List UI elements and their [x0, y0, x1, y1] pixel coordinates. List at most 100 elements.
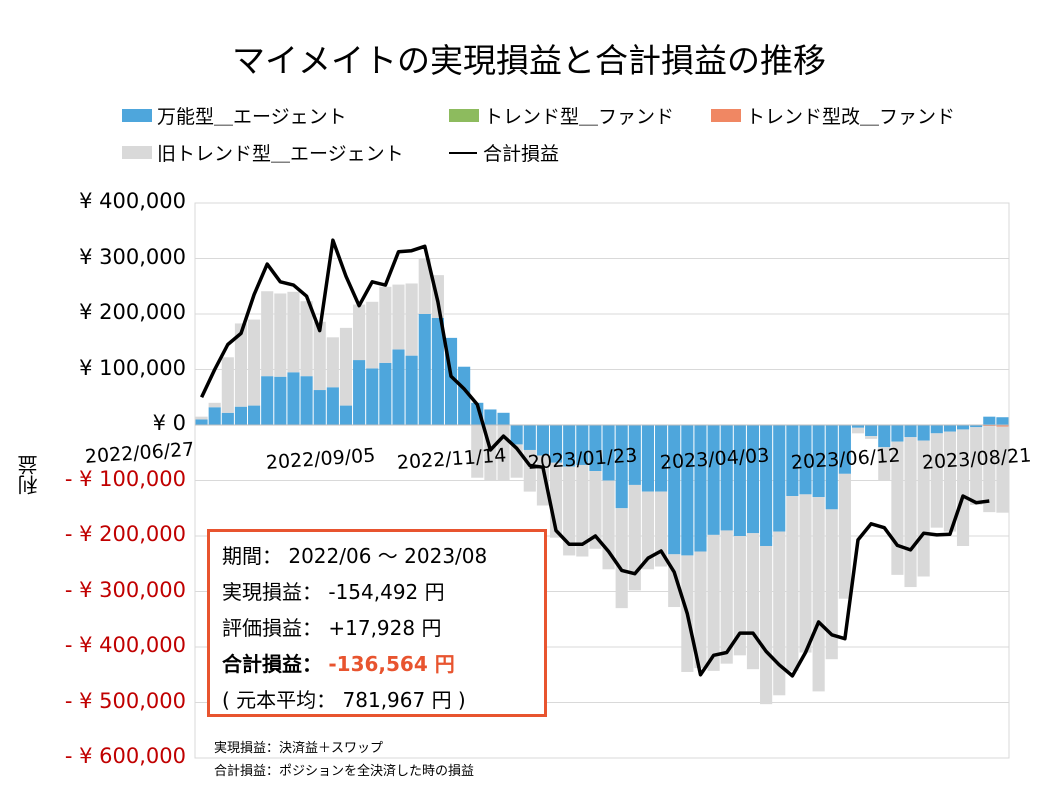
- bar-0-30: [589, 425, 602, 472]
- bar-0-32: [615, 425, 628, 509]
- bar-3-35: [655, 491, 668, 567]
- bar-0-22: [484, 409, 497, 425]
- bar-3-38: [694, 551, 707, 669]
- bar-0-27: [549, 425, 563, 463]
- legend-label: 万能型＿エージェント: [157, 106, 347, 128]
- bar-0-51: [865, 425, 878, 437]
- bar-0-42: [746, 425, 760, 534]
- bar-0-58: [956, 425, 970, 430]
- bar-0-0: [195, 419, 208, 425]
- legend-item-universal-agent: 万能型＿エージェント: [122, 102, 347, 129]
- bar-0-4: [248, 405, 261, 425]
- bar-0-1: [208, 407, 221, 425]
- bar-3-7: [287, 291, 300, 373]
- bar-0-25: [523, 425, 536, 450]
- bar-3-61: [996, 426, 1009, 513]
- realized-pl-text: 実現損益： -154,492 円: [222, 580, 445, 604]
- bar-0-23: [497, 412, 510, 425]
- bar-3-56: [930, 433, 943, 528]
- bar-0-34: [641, 425, 655, 492]
- bar-0-48: [825, 425, 838, 510]
- legend-item-old-trend-agent: 旧トレンド型＿エージェント: [122, 139, 404, 166]
- bar-3-1: [208, 402, 221, 408]
- bar-3-16: [405, 283, 418, 356]
- bar-3-9: [313, 321, 326, 391]
- bar-0-8: [300, 376, 313, 425]
- bar-0-44: [773, 425, 786, 532]
- bar-0-12: [353, 360, 366, 425]
- bar-0-17: [418, 314, 431, 425]
- bar-0-20: [458, 366, 471, 425]
- y-tick-label: ¥ 200,000: [79, 300, 186, 324]
- bar-0-2: [221, 412, 234, 425]
- bar-0-14: [379, 362, 392, 425]
- bar-0-55: [917, 425, 930, 441]
- bar-3-0: [195, 416, 208, 420]
- y-tick-label: - ¥ 400,000: [64, 633, 186, 657]
- bar-3-21: [471, 425, 484, 478]
- legend-item-trend-fund: トレンド型＿ファンド: [449, 102, 674, 129]
- bar-3-51: [865, 436, 878, 439]
- bar-0-13: [366, 368, 379, 425]
- period-text: 期間： 2022/06 〜 2023/08: [222, 544, 488, 568]
- note-total: 合計損益：ポジションを全決済した時の損益: [214, 764, 475, 779]
- bar-3-52: [878, 447, 891, 481]
- bar-0-11: [339, 405, 353, 425]
- y-tick-label: ¥ 0: [152, 411, 186, 435]
- bar-3-49: [838, 473, 851, 599]
- y-tick-label: ¥ 100,000: [79, 355, 186, 380]
- bar-3-8: [300, 301, 313, 377]
- bar-0-40: [720, 425, 733, 531]
- y-tick-label: - ¥ 500,000: [64, 688, 186, 713]
- bar-3-14: [379, 286, 392, 363]
- bar-3-28: [563, 466, 576, 556]
- bar-0-31: [602, 425, 615, 481]
- bar-0-54: [904, 425, 917, 438]
- bar-0-6: [274, 376, 287, 425]
- legend-label: トレンド型改＿ファンド: [746, 106, 956, 128]
- bar-3-6: [274, 293, 287, 377]
- legend-label: 合計損益: [483, 143, 560, 165]
- bar-0-16: [405, 355, 418, 425]
- bar-0-43: [760, 425, 773, 546]
- bar-0-24: [510, 425, 523, 445]
- bar-0-38: [694, 425, 707, 552]
- bar-0-52: [878, 425, 891, 448]
- bar-0-59: [970, 425, 983, 428]
- y-tick-label: ¥ 300,000: [79, 244, 186, 269]
- bar-0-36: [668, 425, 681, 555]
- note-realized: 実現損益：決済益＋スワップ: [214, 741, 384, 756]
- chart-title: マイメイトの実現損益と合計損益の推移: [232, 41, 826, 80]
- legend-swatch: [711, 109, 741, 122]
- bar-0-9: [313, 390, 326, 425]
- bar-0-45: [786, 425, 799, 497]
- bar-0-56: [930, 425, 943, 434]
- bar-3-4: [248, 319, 261, 406]
- legend-label: トレンド型＿ファンド: [484, 106, 675, 128]
- bar-3-39: [707, 534, 720, 671]
- bar-3-17: [418, 258, 431, 314]
- bar-0-3: [234, 406, 248, 425]
- bar-3-29: [576, 464, 589, 557]
- legend-line-swatch: [449, 151, 477, 154]
- bar-0-33: [628, 425, 641, 485]
- bar-3-40: [720, 530, 733, 664]
- bar-3-48: [825, 509, 838, 660]
- y-tick-label: - ¥ 200,000: [64, 522, 186, 546]
- bar-3-12: [353, 304, 366, 361]
- bar-3-13: [366, 301, 379, 369]
- bar-0-49: [838, 425, 851, 474]
- bar-3-55: [917, 440, 930, 577]
- bar-0-57: [943, 425, 956, 432]
- bar-0-26: [536, 425, 549, 456]
- bar-0-35: [655, 425, 668, 492]
- y-tick-label: - ¥ 300,000: [64, 577, 186, 602]
- legend-swatch: [449, 109, 479, 122]
- bar-0-18: [431, 317, 444, 425]
- bar-0-47: [812, 425, 825, 498]
- bar-3-54: [904, 437, 917, 588]
- bar-3-30: [589, 471, 602, 549]
- bar-0-10: [326, 387, 339, 425]
- bar-0-29: [576, 425, 589, 465]
- bar-3-33: [628, 484, 641, 591]
